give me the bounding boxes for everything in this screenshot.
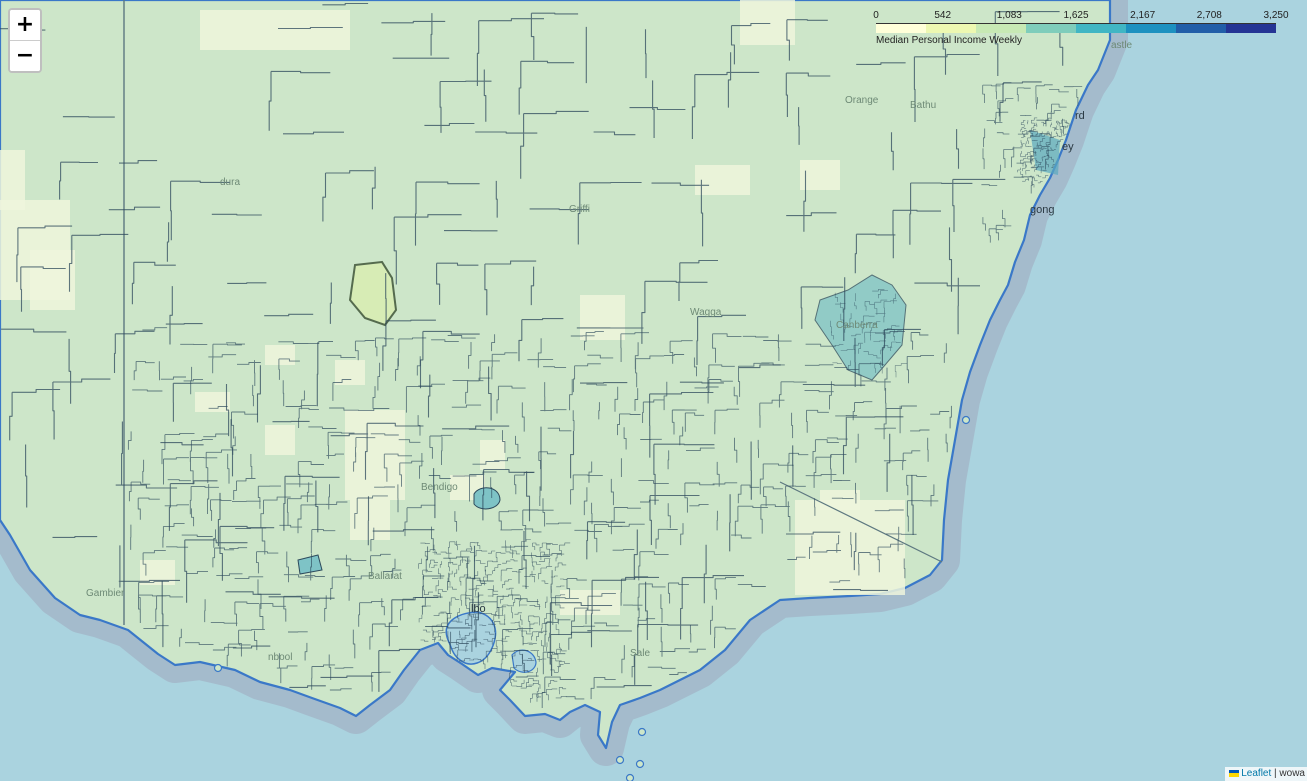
- legend-swatch: [1126, 24, 1176, 33]
- legend-title: Median Personal Income Weekly: [876, 35, 1022, 46]
- port-phillip-bay: [445, 611, 497, 665]
- teal-region: [473, 487, 501, 510]
- legend-tick: 0: [873, 10, 879, 21]
- low-income-region: [820, 490, 860, 510]
- low-income-region: [195, 392, 230, 412]
- low-income-region: [265, 425, 295, 455]
- low-income-region: [350, 500, 390, 540]
- zoom-out-button[interactable]: −: [10, 41, 40, 71]
- legend-swatch: [926, 24, 976, 33]
- leaflet-link[interactable]: Leaflet: [1241, 768, 1272, 779]
- legend-color-bar: [876, 23, 1276, 33]
- legend-tick: 1,083: [996, 10, 1022, 21]
- island: [213, 663, 223, 673]
- region-boundaries: [418, 539, 571, 703]
- region-boundaries: [830, 289, 908, 378]
- attribution-credit: wowa: [1279, 768, 1305, 779]
- island: [637, 727, 647, 737]
- sydney-region: [1030, 130, 1060, 175]
- legend-swatch: [1176, 24, 1226, 33]
- place-label: Ballarat: [368, 571, 402, 582]
- low-income-region: [740, 0, 795, 45]
- island: [625, 773, 635, 781]
- place-label: Bathu: [910, 100, 937, 111]
- place-label: Bendigo: [421, 482, 458, 493]
- low-income-region: [580, 295, 625, 340]
- legend-swatch: [1076, 24, 1126, 33]
- region-boundaries: [1017, 117, 1070, 188]
- low-income-region: [265, 345, 295, 365]
- place-label: Sale: [630, 648, 651, 659]
- place-label: ey: [1062, 141, 1074, 153]
- map-attribution: Leaflet | wowa: [1225, 767, 1307, 781]
- low-income-region: [800, 160, 840, 190]
- legend-tick: 1,625: [1063, 10, 1089, 21]
- legend-tick: 2,708: [1196, 10, 1222, 21]
- low-income-region: [30, 250, 75, 310]
- place-label: Orange: [845, 95, 879, 106]
- attribution-separator: |: [1271, 768, 1280, 779]
- island: [961, 415, 971, 425]
- region-boundaries: [981, 82, 1083, 243]
- place-label: Wagga: [690, 307, 722, 318]
- place-label: dura: [220, 177, 241, 188]
- low-income-region: [335, 360, 365, 385]
- low-income-region: [480, 440, 505, 470]
- place-label: rd: [1075, 110, 1085, 122]
- state-border: [779, 481, 943, 563]
- legend-swatch: [1026, 24, 1076, 33]
- low-income-region: [200, 10, 350, 50]
- place-label: gong: [1030, 204, 1055, 216]
- place-label: Canberra: [836, 320, 878, 331]
- island: [615, 755, 625, 765]
- place-label: lbo: [471, 603, 486, 615]
- zoom-in-button[interactable]: +: [10, 10, 40, 41]
- island: [635, 759, 645, 769]
- legend-swatch: [876, 24, 926, 33]
- legend-tick: 3,250: [1263, 10, 1289, 21]
- place-label: astle: [1111, 40, 1133, 51]
- place-label: Gambier: [86, 588, 125, 599]
- place-label: Griffi: [569, 204, 590, 215]
- legend-ticks: 0 542 1,083 1,625 2,167 2,708 3,250: [873, 10, 1288, 22]
- ukraine-flag-icon: [1229, 769, 1240, 777]
- zoom-control: + −: [8, 8, 42, 73]
- legend-swatch: [1226, 24, 1276, 33]
- legend-swatch: [976, 24, 1026, 33]
- income-legend: 0 542 1,083 1,625 2,167 2,708 3,250 Medi…: [870, 8, 1288, 48]
- legend-tick: 542: [934, 10, 952, 21]
- place-label: nbool: [268, 652, 293, 663]
- low-income-region: [695, 165, 750, 195]
- highlighted-region: [348, 260, 398, 327]
- legend-tick: 2,167: [1130, 10, 1156, 21]
